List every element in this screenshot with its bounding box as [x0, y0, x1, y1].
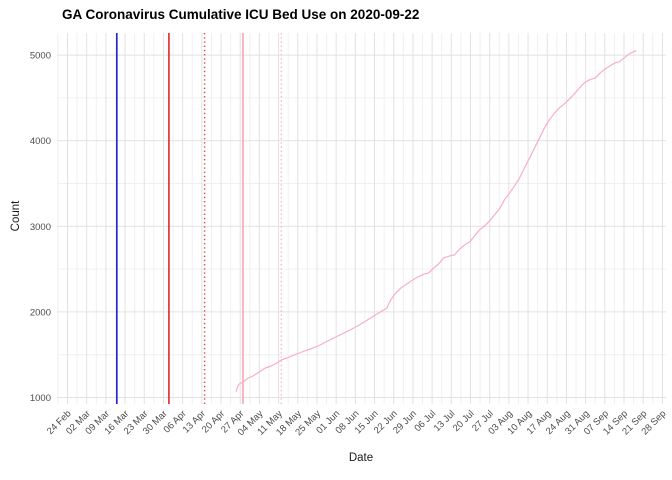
y-axis-title: Count: [10, 200, 22, 232]
x-axis-title: Date: [348, 452, 374, 464]
y-tick-label: 1000: [30, 393, 51, 404]
y-tick-label: 2000: [30, 307, 51, 318]
y-tick-label: 5000: [30, 51, 51, 62]
series-line: [235, 50, 637, 393]
y-tick-label: 3000: [30, 222, 51, 233]
y-tick-label: 4000: [30, 136, 51, 147]
chart-title: GA Coronavirus Cumulative ICU Bed Use on…: [62, 7, 420, 22]
